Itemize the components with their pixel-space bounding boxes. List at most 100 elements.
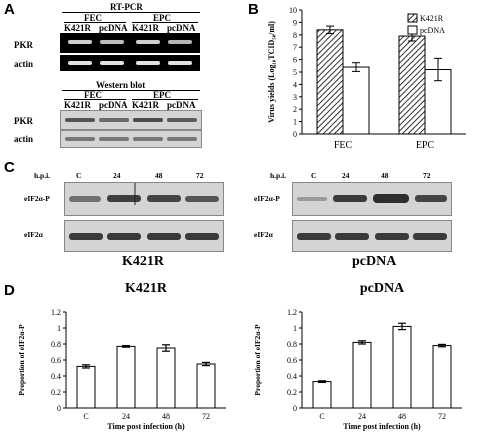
rtpcr-title-rule [62, 12, 200, 13]
rtpcr-row-actin: actin [14, 59, 33, 69]
b-bar-k421r-fec [316, 29, 344, 135]
rtpcr-group-epc-rule [132, 22, 198, 23]
rtpcr-gel-actin-bands [68, 61, 192, 65]
d-pcdna-x-axis-label: Time post infection (h) [343, 422, 421, 431]
d-k421r-x-tick-label: C [83, 412, 88, 421]
d-pcdna-x-tick-label: 24 [358, 412, 366, 421]
western-blot-pkr [60, 110, 202, 130]
d-k421r-y-tick-label: 0.2 [51, 388, 61, 397]
panel-letter-d: D [4, 282, 15, 299]
d-k421r-bar-48 [156, 347, 176, 409]
d-k421r-y-tick-label: 0.4 [51, 372, 61, 381]
western-title-rule [62, 90, 200, 91]
hpi-label-left: h.p.i. [34, 171, 51, 180]
b-y-tick-label: 6 [293, 56, 297, 65]
rtpcr-lane-3: K421R [132, 23, 159, 33]
d-pcdna-x-tick-label: 72 [438, 412, 446, 421]
right-blot-eif2a [292, 220, 452, 252]
d-pcdna-bar-48 [392, 325, 412, 409]
hpi-label-right: h.p.i. [270, 171, 287, 180]
rtpcr-group-epc: EPC [153, 13, 171, 23]
d-k421r-x-tick-label: 72 [202, 412, 210, 421]
b-y-tick-label: 9 [293, 18, 297, 27]
b-y-tick-label: 4 [293, 80, 297, 89]
panel-letter-a: A [4, 1, 15, 18]
timepoint-left-48: 48 [155, 171, 163, 180]
b-y-tick-label: 2 [293, 105, 297, 114]
western-group-fec-rule [64, 99, 126, 100]
b-y-tick-label: 5 [293, 68, 297, 77]
timepoint-left-c: C [76, 171, 82, 180]
b-bar-k421r-epc [398, 35, 426, 135]
d-pcdna-y-tick-label: 1 [293, 324, 297, 333]
d-k421r-y-tick-label: 0 [57, 404, 61, 413]
western-row-pkr: PKR [14, 116, 33, 126]
western-group-fec: FEC [84, 90, 102, 100]
chart-virus-yields: 0 1 2 3 4 5 6 7 8 9 10 Virus yields (Log₁₀TCID₅₀/ml… [267, 6, 466, 151]
d-pcdna-y-tick-label: 0.8 [287, 340, 297, 349]
d-pcdna-bar-72 [432, 345, 452, 409]
d-k421r-y-tick-label: 1.2 [51, 308, 61, 317]
b-y-tick-label: 7 [293, 43, 297, 52]
d-pcdna-bar-24 [352, 341, 372, 409]
western-blot-actin [60, 130, 202, 148]
rtpcr-gel-pkr-bands [68, 40, 192, 44]
rtpcr-row-pkr: PKR [14, 40, 33, 50]
western-row-actin: actin [14, 134, 33, 144]
timepoint-left-72: 72 [196, 171, 204, 180]
right-blot-title: pcDNA [352, 254, 397, 269]
d-pcdna-bar-c [312, 381, 332, 409]
b-legend-label: K421R [420, 14, 444, 23]
right-row-eif2a-p: eIF2α-P [254, 194, 280, 203]
left-blot-eif2a-bands [69, 233, 219, 240]
chart-proportion-k421r: K421R 0 0.2 0.4 0.6 0.8 1 1.2 Proportion of eIF2… [17, 281, 226, 431]
western-lane-3: K421R [132, 100, 159, 110]
left-blot-eif2a [64, 220, 224, 252]
b-y-tick-label: 3 [293, 93, 297, 102]
d-k421r-bar-24 [116, 345, 136, 409]
timepoint-right-72: 72 [423, 171, 431, 180]
b-x-tick-label: FEC [334, 140, 353, 151]
chart-proportion-pcdna: pcDNA 0 0.2 0.4 0.6 0.8 1 1.2 Proportion of eIF2… [253, 281, 462, 431]
b-legend-label: pcDNA [420, 26, 445, 35]
western-blot-actin-bands [65, 137, 197, 141]
b-x-tick-label: EPC [416, 140, 435, 151]
western-lane-2: pcDNA [99, 100, 128, 110]
rtpcr-title: RT-PCR [110, 2, 143, 12]
b-y-tick-label: 0 [293, 130, 297, 139]
rtpcr-gel-actin [60, 55, 200, 71]
western-group-epc: EPC [153, 90, 171, 100]
d-pcdna-y-tick-label: 0.4 [287, 372, 297, 381]
d-k421r-bar-72 [196, 363, 216, 409]
b-legend-swatch [407, 13, 418, 23]
b-bar-pcdna-fec [342, 66, 370, 135]
b-y-axis-label: Virus yields (Log₁₀TCID₅₀/ml) [267, 21, 276, 123]
b-bar-pcdna-epc [424, 69, 452, 135]
b-y-tick-label: 8 [293, 31, 297, 40]
rtpcr-lane-4: pcDNA [167, 23, 196, 33]
d-k421r-x-tick-label: 48 [162, 412, 170, 421]
d-k421r-x-tick-label: 24 [122, 412, 130, 421]
western-lane-1: K421R [64, 100, 91, 110]
rtpcr-lane-2: pcDNA [99, 23, 128, 33]
western-title: Western blot [96, 80, 146, 90]
left-row-eif2a: eIF2α [24, 230, 43, 239]
rtpcr-group-fec-rule [64, 22, 126, 23]
d-k421r-title: K421R [125, 281, 168, 296]
western-blot-pkr-bands [65, 118, 197, 122]
timepoint-right-48: 48 [381, 171, 389, 180]
d-k421r-y-tick-label: 0.6 [51, 356, 61, 365]
b-legend-swatch [407, 25, 418, 35]
panel-letter-c: C [4, 159, 15, 176]
right-row-eif2a: eIF2α [254, 230, 273, 239]
rtpcr-lane-1: K421R [64, 23, 91, 33]
d-k421r-y-tick-label: 0.8 [51, 340, 61, 349]
d-pcdna-y-tick-label: 0.6 [287, 356, 297, 365]
d-pcdna-y-tick-label: 1.2 [287, 308, 297, 317]
left-blot-title: K421R [122, 254, 164, 269]
timepoint-right-24: 24 [342, 171, 350, 180]
western-group-epc-rule [132, 99, 198, 100]
d-k421r-y-axis-label: Proportion of eIF2α-P [17, 324, 26, 396]
panel-letter-b: B [248, 1, 259, 18]
right-blot-eif2a-p [292, 182, 452, 216]
